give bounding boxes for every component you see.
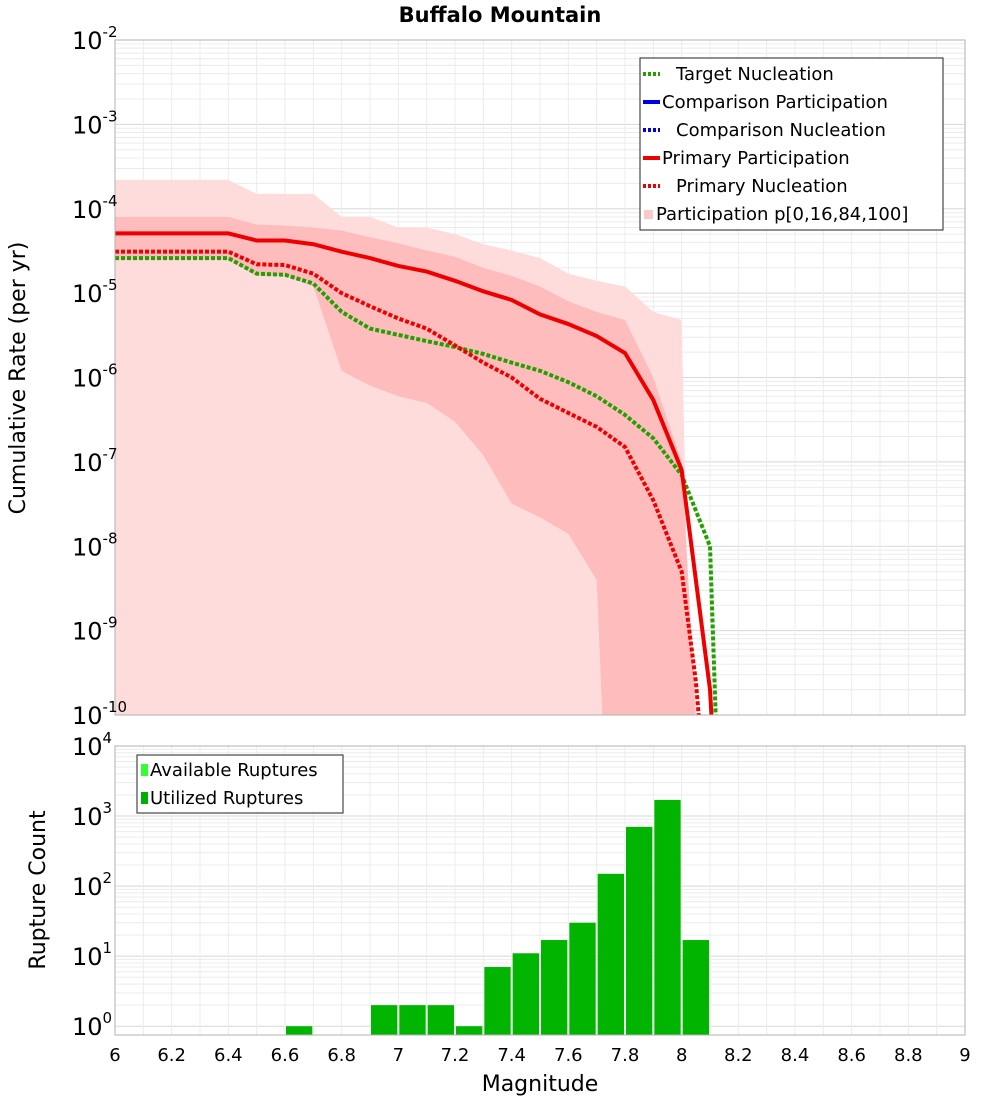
rupture-bar — [654, 799, 681, 1035]
y-tick-label: 10-8 — [72, 529, 118, 561]
rupture-bar — [427, 1005, 454, 1035]
rupture-bar — [569, 922, 596, 1035]
series-line — [115, 231, 714, 716]
x-tick-label: 7.8 — [611, 1045, 640, 1066]
x-tick-label: 7.2 — [441, 1045, 470, 1066]
x-tick-label: 7.6 — [554, 1045, 583, 1066]
y-tick-exponent: -6 — [103, 361, 118, 379]
y-tick-label: 10-9 — [72, 614, 118, 646]
y-tick-exponent: 1 — [103, 939, 113, 957]
legend-label: Primary Nucleation — [676, 176, 848, 197]
y-tick-label: 10-4 — [72, 192, 118, 224]
magnitude-axis-label: Magnitude — [482, 1072, 599, 1097]
y-tick-label: 100 — [72, 1009, 112, 1041]
rupture-bar — [371, 1005, 398, 1035]
legend-swatch — [141, 792, 148, 804]
x-tick-label: 6.4 — [214, 1045, 243, 1066]
y-tick-exponent: -8 — [103, 529, 118, 547]
series-line — [115, 249, 701, 716]
legend-label: Primary Participation — [662, 148, 850, 169]
y-tick-exponent: -9 — [103, 614, 118, 632]
x-tick-label: 8.4 — [781, 1045, 810, 1066]
y-tick-label: 104 — [72, 729, 112, 761]
count-axis-label: Rupture Count — [26, 810, 51, 970]
y-tick-label: 102 — [72, 869, 112, 901]
y-tick-exponent: 0 — [103, 1009, 113, 1027]
x-tick-label: 7 — [393, 1045, 404, 1066]
x-tick-label: 8.6 — [837, 1045, 866, 1066]
percentile-band — [115, 216, 696, 715]
y-tick-exponent: 2 — [103, 869, 113, 887]
y-tick-label: 10-7 — [72, 445, 118, 477]
x-tick-label: 9 — [959, 1045, 970, 1066]
y-tick-exponent: -2 — [103, 23, 118, 41]
x-tick-label: 6.6 — [271, 1045, 300, 1066]
y-tick-label: 103 — [72, 799, 112, 831]
rupture-bar — [682, 940, 709, 1035]
y-tick-exponent: -3 — [103, 107, 118, 125]
plot-frame — [114, 745, 966, 1036]
plot-frame — [114, 39, 966, 716]
y-tick-exponent: -4 — [103, 192, 118, 210]
y-tick-exponent: -7 — [103, 445, 118, 463]
chart-title: Buffalo Mountain — [399, 3, 602, 27]
legend-label: Comparison Nucleation — [676, 120, 886, 141]
y-tick-exponent: 4 — [103, 729, 113, 747]
x-tick-label: 7.4 — [497, 1045, 526, 1066]
legend-swatch — [644, 210, 653, 219]
x-tick-label: 8.8 — [894, 1045, 923, 1066]
y-tick-label: 101 — [72, 939, 112, 971]
y-tick-exponent: -5 — [103, 276, 118, 294]
y-tick-exponent: -10 — [103, 698, 128, 716]
x-tick-label: 8 — [676, 1045, 687, 1066]
rupture-bar — [484, 967, 511, 1035]
rupture-bar — [512, 953, 539, 1035]
legend-swatch — [141, 764, 148, 776]
y-tick-exponent: 3 — [103, 799, 113, 817]
x-tick-label: 8.2 — [724, 1045, 753, 1066]
y-tick-label: 10-10 — [72, 698, 127, 730]
y-tick-label: 10-6 — [72, 361, 118, 393]
legend-label: Comparison Participation — [662, 92, 888, 113]
rate-axis-label: Cumulative Rate (per yr) — [6, 242, 31, 515]
legend-label: Utilized Ruptures — [150, 788, 303, 809]
rupture-bar — [399, 1005, 426, 1035]
y-tick-label: 10-2 — [72, 23, 118, 55]
y-tick-label: 10-5 — [72, 276, 118, 308]
legend-label: Target Nucleation — [675, 64, 834, 85]
rupture-bar — [541, 940, 568, 1035]
x-tick-label: 6.8 — [327, 1045, 356, 1066]
legend-box — [639, 57, 944, 231]
rupture-bar — [626, 826, 653, 1035]
legend-label: Available Ruptures — [150, 760, 318, 781]
rupture-bar — [597, 873, 624, 1035]
rupture-bar — [286, 1026, 313, 1035]
x-tick-label: 6 — [109, 1045, 120, 1066]
rate-plot: 10-2 10-3 10-4 10-5 10-6 10-7 10-8 10-9 10-10 Tar… — [72, 23, 966, 730]
series-line — [115, 256, 718, 716]
legend-box — [136, 754, 344, 814]
legend-label: Participation p[0,16,84,100] — [656, 204, 908, 225]
rupture-bar — [456, 1026, 483, 1035]
x-tick-label: 6.2 — [157, 1045, 186, 1066]
y-tick-label: 10-3 — [72, 107, 118, 139]
